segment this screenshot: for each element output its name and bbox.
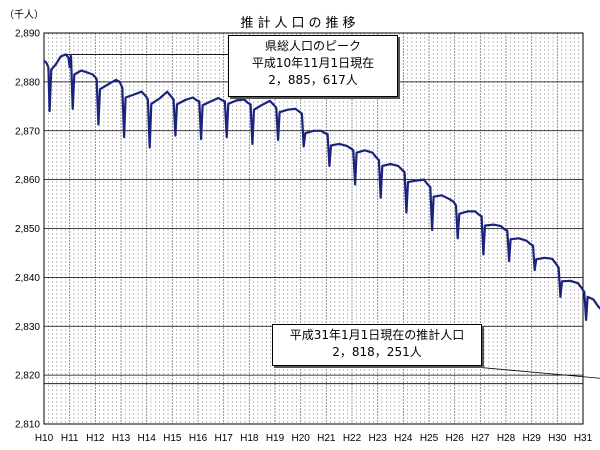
peak-callout: 県総人口のピーク 平成10年11月1日現在 2，885，617人 [228,35,398,97]
x-tick-label: H26 [445,433,464,444]
x-tick-label: H21 [317,433,336,444]
y-tick-label: 2,810 [15,420,40,431]
x-tick-label: H10 [35,433,54,444]
x-tick-label: H30 [548,433,567,444]
y-tick-label: 2,840 [15,273,40,284]
x-tick-label: H27 [471,433,490,444]
y-tick-label: 2,830 [15,322,40,333]
y-tick-label: 2,890 [15,29,40,40]
x-tick-label: H29 [522,433,541,444]
peak-callout-line3: 2，885，617人 [268,73,358,87]
plot-frame [43,32,584,425]
y-tick-label: 2,870 [15,126,40,137]
x-tick-label: H20 [291,433,310,444]
chart-title: 推計人口の推移 [240,16,360,31]
x-tick-label: H19 [266,433,285,444]
x-tick-label: H23 [368,433,387,444]
x-tick-label: H11 [61,433,79,444]
peak-callout-line1: 県総人口のピーク [264,39,361,53]
x-tick-label: H31 [574,433,593,444]
y-tick-label: 2,820 [15,371,40,382]
x-tick-label: H15 [163,433,182,444]
y-axis-unit-label: （千人） [4,10,44,21]
x-tick-label: H13 [112,433,131,444]
x-tick-label: H25 [420,433,439,444]
y-tick-label: 2,850 [15,224,40,235]
current-callout: 平成31年1月1日現在の推計人口 2，818，251人 [272,324,482,366]
x-tick-label: H17 [214,433,233,444]
x-tick-label: H16 [189,433,208,444]
x-tick-label: H28 [497,433,516,444]
x-tick-label: H18 [240,433,259,444]
y-tick-label: 2,860 [15,175,40,186]
y-tick-label: 2,880 [15,77,40,88]
x-tick-label: H14 [137,433,156,444]
peak-callout-line2: 平成10年11月1日現在 [251,56,375,70]
x-tick-label: H12 [86,433,105,444]
x-tick-label: H22 [343,433,362,444]
x-tick-label: H24 [394,433,413,444]
current-callout-line2: 2，818，251人 [332,345,422,359]
current-callout-line1: 平成31年1月1日現在の推計人口 [289,328,465,342]
population-series-line [43,53,600,321]
